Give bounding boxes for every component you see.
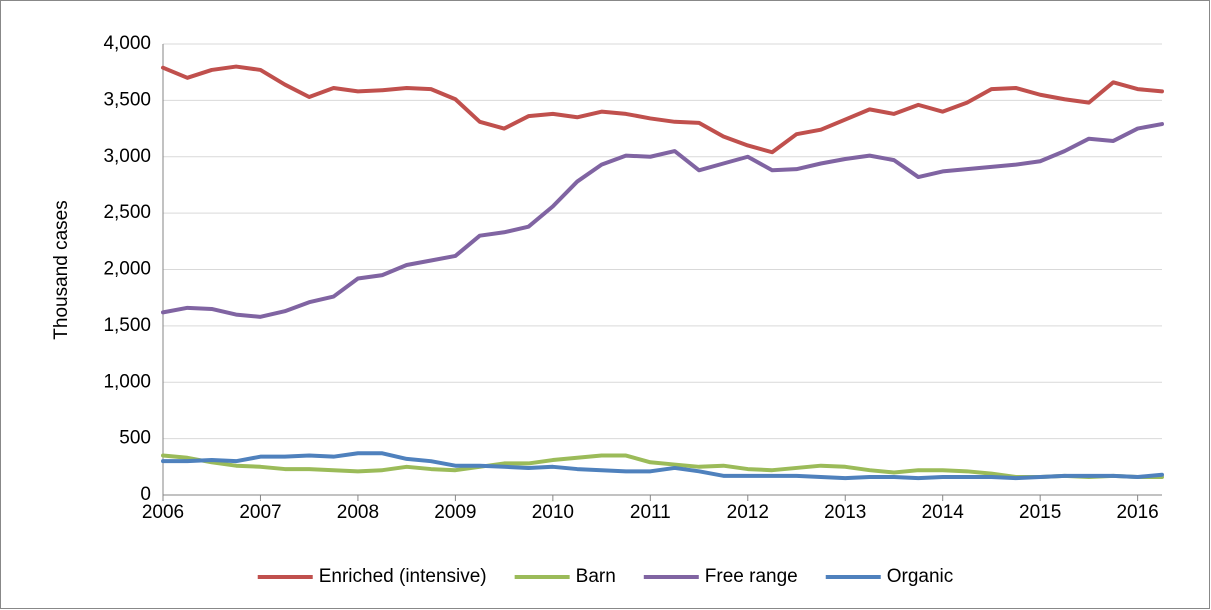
legend-label: Free range [705,566,798,587]
y-tick-label: 2,000 [103,259,151,280]
x-tick-label: 2008 [337,502,379,523]
y-tick-label: 1,500 [103,315,151,336]
y-tick-label: 3,000 [103,146,151,167]
x-tick-label: 2010 [532,502,574,523]
y-tick-label: 1,000 [103,371,151,392]
x-tick-label: 2015 [1019,502,1061,523]
legend-label: Organic [887,566,954,587]
x-tick-label: 2011 [630,502,671,523]
y-tick-label: 4,000 [103,33,151,54]
y-tick-label: 0 [140,484,151,505]
legend-label: Enriched (intensive) [319,566,487,587]
y-tick-label: 3,500 [103,89,151,110]
data-line [161,451,1164,481]
x-tick-label: 2006 [142,502,184,523]
x-tick-label: 2013 [824,502,866,523]
x-tick-label: 2009 [434,502,476,523]
y-tick-label: 500 [119,428,151,449]
x-tick-label: 2007 [239,502,281,523]
x-tick-label: 2016 [1116,502,1158,523]
data-line [161,453,1164,479]
legend-label: Barn [576,566,616,587]
y-tick-label: 2,500 [103,202,151,223]
y-axis-title: Thousand cases [51,200,72,339]
data-line [161,122,1164,319]
data-line [161,64,1164,155]
x-tick-label: 2014 [922,502,965,523]
x-tick-label: 2012 [727,502,769,523]
